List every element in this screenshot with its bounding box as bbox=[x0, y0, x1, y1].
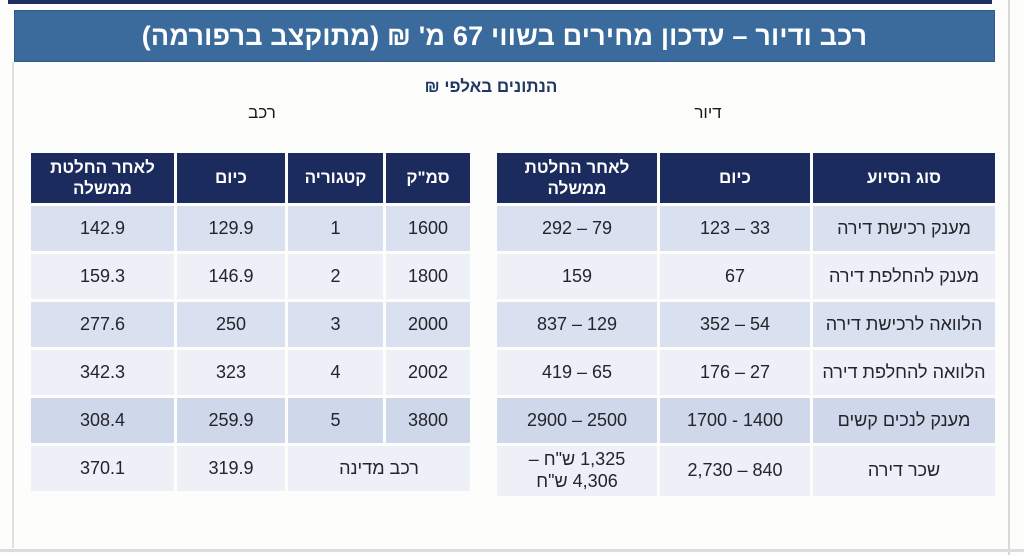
cell-after: 142.9 bbox=[31, 206, 174, 251]
vehicle-header-cc: סמ"ק bbox=[386, 153, 470, 203]
table-row: מענק רכישת דירה 123 – 33 292 – 79 bbox=[497, 206, 995, 251]
vehicle-header-row: סמ"ק קטגוריה כיום לאחר החלטת ממשלה bbox=[31, 153, 470, 203]
housing-header-today: כיום bbox=[660, 153, 810, 203]
vehicle-header-category: קטגוריה bbox=[288, 153, 383, 203]
cell-today: 1700 - 1400 bbox=[660, 398, 810, 443]
table-row: 3800 5 259.9 308.4 bbox=[31, 398, 470, 443]
cell-after: 1,325 ש"ח – 4,306 ש"ח bbox=[497, 446, 657, 496]
cell-assistance-type: מענק רכישת דירה bbox=[813, 206, 995, 251]
cell-category: 3 bbox=[288, 302, 383, 347]
cell-assistance-type: הלוואה לרכישת דירה bbox=[813, 302, 995, 347]
table-row: 2000 3 250 277.6 bbox=[31, 302, 470, 347]
housing-header-after: לאחר החלטת ממשלה bbox=[497, 153, 657, 203]
table-row: מענק להחלפת דירה 67 159 bbox=[497, 254, 995, 299]
photo-right-edge bbox=[1008, 0, 1010, 555]
table-row: רכב מדינה 319.9 370.1 bbox=[31, 446, 470, 491]
slide-title: רכב ודיור – עדכון מחירים בשווי 67 מ' ₪ (… bbox=[141, 20, 868, 51]
cell-cc: 2000 bbox=[386, 302, 470, 347]
photo-bottom-edge bbox=[0, 549, 1024, 552]
cell-cc: 1600 bbox=[386, 206, 470, 251]
table-row: הלוואה להחלפת דירה 176 – 27 419 – 65 bbox=[497, 350, 995, 395]
cell-today: 129.9 bbox=[177, 206, 285, 251]
rent-after-line1: 1,325 ש"ח – bbox=[528, 449, 626, 470]
cell-cc: 1800 bbox=[386, 254, 470, 299]
cell-after: 277.6 bbox=[31, 302, 174, 347]
housing-table-label: דיור bbox=[694, 103, 722, 122]
cell-category: 4 bbox=[288, 350, 383, 395]
cell-today: 67 bbox=[660, 254, 810, 299]
cell-today: 352 – 54 bbox=[660, 302, 810, 347]
table-row: 1600 1 129.9 142.9 bbox=[31, 206, 470, 251]
data-units-note: הנתונים באלפי ₪ bbox=[424, 77, 558, 96]
cell-cc: 2002 bbox=[386, 350, 470, 395]
table-row: מענק לנכים קשים 1700 - 1400 2900 – 2500 bbox=[497, 398, 995, 443]
cell-today: 259.9 bbox=[177, 398, 285, 443]
vehicle-header-today: כיום bbox=[177, 153, 285, 203]
cell-after: 292 – 79 bbox=[497, 206, 657, 251]
cell-today: 319.9 bbox=[177, 446, 285, 491]
vehicle-table-label: רכב bbox=[248, 103, 276, 122]
cell-after: 370.1 bbox=[31, 446, 174, 491]
cell-category: 1 bbox=[288, 206, 383, 251]
cell-today: 176 – 27 bbox=[660, 350, 810, 395]
cell-after: 159.3 bbox=[31, 254, 174, 299]
housing-header-row: סוג הסיוע כיום לאחר החלטת ממשלה bbox=[497, 153, 995, 203]
cell-category: 2 bbox=[288, 254, 383, 299]
cell-after: 308.4 bbox=[31, 398, 174, 443]
housing-header-type: סוג הסיוע bbox=[813, 153, 995, 203]
cell-after: 419 – 65 bbox=[497, 350, 657, 395]
table-row: הלוואה לרכישת דירה 352 – 54 837 – 129 bbox=[497, 302, 995, 347]
cell-today: 2,730 – 840 bbox=[660, 446, 810, 496]
cell-category: 5 bbox=[288, 398, 383, 443]
housing-table: סוג הסיוע כיום לאחר החלטת ממשלה מענק רכי… bbox=[494, 150, 998, 499]
cell-after: 342.3 bbox=[31, 350, 174, 395]
cell-assistance-type: מענק לנכים קשים bbox=[813, 398, 995, 443]
cell-today: 146.9 bbox=[177, 254, 285, 299]
rent-after-line2: 4,306 ש"ח bbox=[536, 471, 618, 491]
cell-today: 323 bbox=[177, 350, 285, 395]
table-row: 1800 2 146.9 159.3 bbox=[31, 254, 470, 299]
slide-top-border bbox=[8, 0, 992, 4]
cell-after: 2900 – 2500 bbox=[497, 398, 657, 443]
cell-state-vehicle: רכב מדינה bbox=[288, 446, 470, 491]
vehicle-table: סמ"ק קטגוריה כיום לאחר החלטת ממשלה 1600 … bbox=[28, 150, 473, 494]
cell-assistance-type: מענק להחלפת דירה bbox=[813, 254, 995, 299]
table-row: 2002 4 323 342.3 bbox=[31, 350, 470, 395]
cell-after: 837 – 129 bbox=[497, 302, 657, 347]
cell-assistance-type: הלוואה להחלפת דירה bbox=[813, 350, 995, 395]
cell-after: 159 bbox=[497, 254, 657, 299]
cell-today: 123 – 33 bbox=[660, 206, 810, 251]
slide-title-bar: רכב ודיור – עדכון מחירים בשווי 67 מ' ₪ (… bbox=[14, 10, 995, 62]
cell-today: 250 bbox=[177, 302, 285, 347]
table-row: שכר דירה 2,730 – 840 1,325 ש"ח – 4,306 ש… bbox=[497, 446, 995, 496]
vehicle-header-after: לאחר החלטת ממשלה bbox=[31, 153, 174, 203]
cell-assistance-type: שכר דירה bbox=[813, 446, 995, 496]
cell-cc: 3800 bbox=[386, 398, 470, 443]
photo-left-edge bbox=[12, 62, 14, 548]
